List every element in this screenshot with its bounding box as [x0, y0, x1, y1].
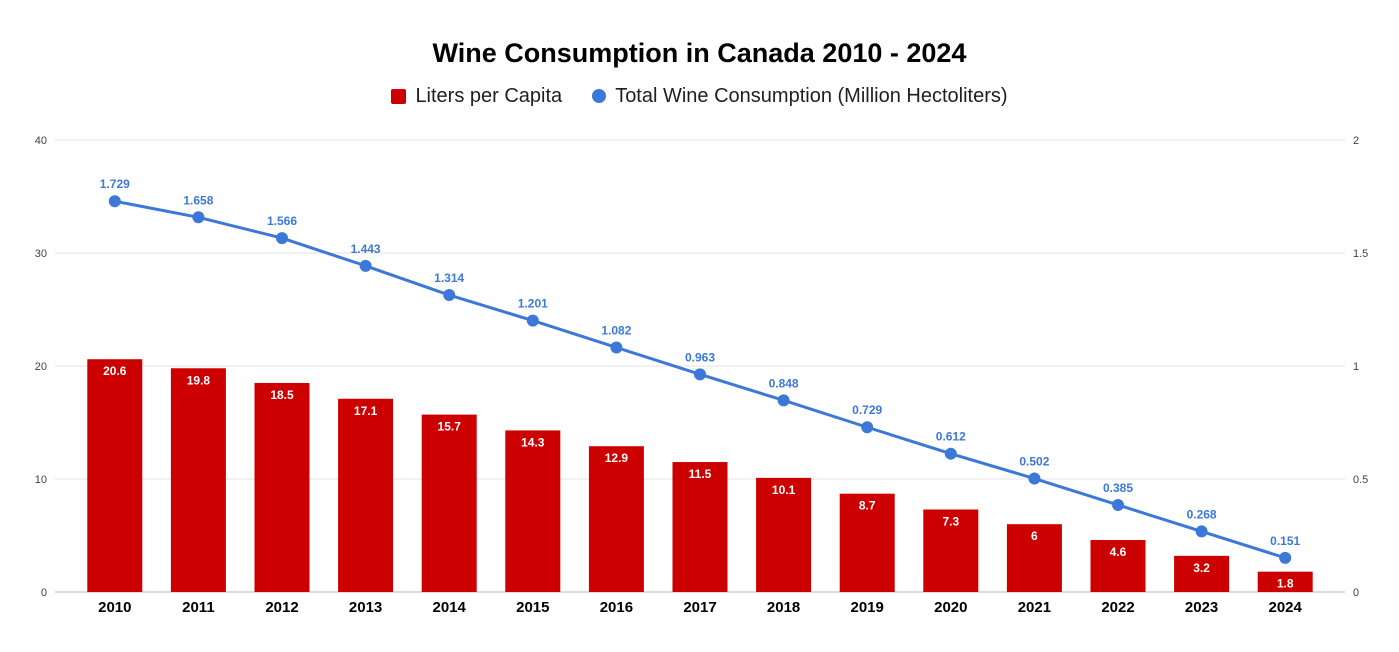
right-axis-tick-label: 1 [1353, 361, 1359, 373]
line-point [359, 259, 372, 272]
line-value-label: 0.848 [769, 376, 799, 390]
line-value-label: 1.658 [183, 193, 213, 207]
bar-value-label: 10.1 [772, 483, 796, 497]
x-axis-label: 2011 [182, 599, 215, 616]
legend-item-total-wine-consumption: Total Wine Consumption (Million Hectolit… [592, 82, 1008, 110]
line-value-label: 1.201 [518, 297, 548, 311]
bar-value-label: 15.7 [438, 420, 462, 434]
line-point [777, 394, 790, 407]
bar [672, 462, 728, 592]
line-point [1279, 551, 1292, 564]
x-axis-label: 2010 [98, 599, 131, 616]
line-point [108, 195, 121, 208]
bar [1090, 540, 1146, 592]
line-value-label: 0.268 [1187, 507, 1217, 521]
bar [87, 359, 143, 592]
x-axis-label: 2014 [433, 599, 467, 616]
x-axis-label: 2012 [265, 599, 298, 616]
x-axis-label: 2023 [1185, 599, 1218, 616]
left-axis-tick-label: 40 [35, 135, 47, 147]
line-point [526, 314, 539, 327]
bar-value-label: 14.3 [521, 435, 545, 449]
legend: Liters per Capita Total Wine Consumption… [0, 82, 1399, 110]
x-axis-label: 2016 [600, 599, 633, 616]
line-value-label: 1.729 [100, 177, 130, 191]
x-axis-label: 2019 [851, 599, 884, 616]
left-axis-tick-label: 30 [35, 248, 47, 260]
chart-title: Wine Consumption in Canada 2010 - 2024 [432, 38, 967, 68]
line-point [1028, 472, 1041, 485]
bar [505, 430, 561, 592]
bar-value-label: 6 [1031, 529, 1038, 543]
bar [1174, 555, 1230, 592]
line-point [443, 289, 456, 302]
bar-value-label: 19.8 [187, 373, 211, 387]
line-point [694, 368, 706, 381]
line-value-label: 1.443 [351, 242, 381, 256]
line-point [192, 211, 205, 224]
line-point [944, 447, 957, 460]
x-axis-label: 2021 [1018, 599, 1051, 616]
bar-value-label: 17.1 [354, 404, 378, 418]
right-axis-tick-label: 0.5 [1353, 474, 1368, 486]
line-value-label: 0.612 [936, 430, 966, 444]
x-axis-label: 2013 [349, 599, 382, 616]
right-axis-tick-label: 1.5 [1353, 248, 1368, 260]
line-point [1195, 525, 1208, 538]
line-value-label: 0.151 [1270, 534, 1300, 548]
left-axis-tick-label: 10 [35, 474, 47, 486]
line-point [861, 421, 874, 434]
right-axis-tick-label: 2 [1353, 135, 1359, 147]
x-axis-label: 2018 [767, 599, 800, 616]
bar-value-label: 12.9 [605, 451, 629, 465]
chart-container: Wine Consumption in Canada 2010 - 2024 L… [0, 36, 1399, 652]
line-value-label: 0.385 [1103, 481, 1133, 495]
bar-value-label: 4.6 [1110, 545, 1127, 559]
line-point [610, 341, 623, 354]
left-axis-tick-label: 20 [35, 361, 47, 373]
x-axis-label: 2017 [683, 599, 716, 616]
line-value-label: 0.502 [1019, 455, 1049, 469]
bar [338, 398, 394, 592]
bar [839, 493, 895, 592]
bar-value-label: 20.6 [103, 364, 127, 378]
bar-value-label: 11.5 [689, 467, 712, 481]
bar-series-swatch-icon [391, 88, 407, 104]
bar [756, 477, 812, 592]
bar [588, 446, 644, 592]
line-value-label: 1.314 [434, 271, 464, 285]
bar-value-label: 7.3 [942, 515, 959, 529]
bar-value-label: 1.8 [1277, 577, 1294, 591]
line-value-label: 1.082 [601, 323, 631, 337]
bar-value-label: 18.5 [270, 388, 294, 402]
bar [1257, 571, 1313, 592]
x-axis-label: 2024 [1269, 599, 1303, 616]
x-axis-label: 2015 [516, 599, 549, 616]
bar [923, 509, 979, 592]
line-point [1112, 498, 1124, 511]
legend-label-liters-per-capita: Liters per Capita [415, 85, 563, 107]
line-value-label: 1.566 [267, 214, 297, 228]
bar [421, 414, 477, 592]
legend-label-total-wine-consumption: Total Wine Consumption (Million Hectolit… [615, 85, 1008, 107]
line-value-label: 0.729 [852, 403, 882, 417]
bar [170, 368, 226, 592]
x-axis-label: 2022 [1101, 599, 1134, 616]
x-axis-label: 2020 [934, 599, 967, 616]
bar [1006, 524, 1062, 592]
bar-value-label: 3.2 [1193, 561, 1210, 575]
right-axis-tick-label: 0 [1353, 587, 1359, 599]
bar [254, 382, 310, 592]
left-axis-tick-label: 0 [41, 587, 47, 599]
line-point [276, 232, 288, 245]
legend-item-liters-per-capita: Liters per Capita [391, 82, 562, 110]
chart-canvas: 01020304000.511.5220.619.818.517.115.714… [35, 135, 1369, 616]
line-series-swatch-icon [592, 89, 607, 103]
bar-value-label: 8.7 [859, 499, 876, 513]
line-value-label: 0.963 [685, 350, 715, 364]
